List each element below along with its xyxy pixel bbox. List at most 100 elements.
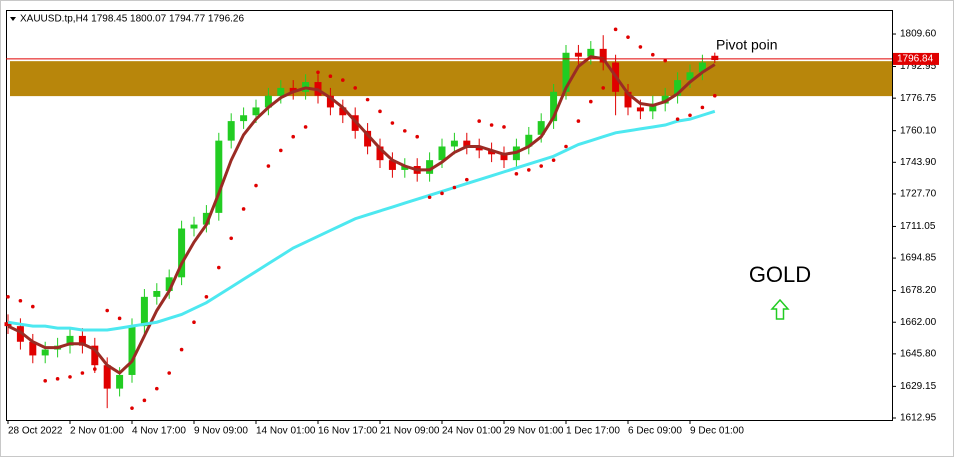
sar-dot xyxy=(31,304,35,309)
candle-body xyxy=(587,48,595,57)
candle-body xyxy=(240,115,248,122)
sar-dot xyxy=(279,148,283,153)
y-tick-label: 1727.70 xyxy=(900,189,937,200)
sar-dot xyxy=(43,379,47,383)
sar-dot xyxy=(167,371,171,375)
x-tick-label: 28 Oct 2022 xyxy=(8,426,63,437)
sar-dot xyxy=(341,78,345,82)
sar-dot xyxy=(68,375,72,379)
sar-dot xyxy=(390,121,395,125)
candle-body xyxy=(78,335,86,346)
x-tick-label: 16 Nov 17:00 xyxy=(318,426,378,437)
candle-body xyxy=(661,95,669,104)
candle-body xyxy=(190,224,198,229)
sar-dot xyxy=(465,177,469,182)
x-tick-label: 1 Dec 17:00 xyxy=(566,426,620,437)
candle-body xyxy=(525,134,533,147)
sar-dot xyxy=(514,172,519,176)
sar-dot xyxy=(539,164,543,168)
sar-dot xyxy=(576,119,581,123)
sar-dot xyxy=(365,97,370,102)
sar-dot xyxy=(638,45,643,49)
sar-dot xyxy=(378,109,382,114)
candle-body xyxy=(202,212,210,225)
price-label: 1796.84 xyxy=(897,54,934,65)
sar-dot xyxy=(192,320,196,325)
sar-dot xyxy=(18,298,23,303)
sar-dot xyxy=(651,52,655,57)
candle-body xyxy=(41,349,49,356)
candle-body xyxy=(649,103,657,112)
sar-dot xyxy=(440,191,444,196)
price-label-box xyxy=(893,52,939,65)
candle-body xyxy=(66,335,74,346)
sar-dot xyxy=(564,144,568,149)
y-tick-label: 1662.00 xyxy=(900,317,937,328)
candle-body xyxy=(624,91,632,108)
x-tick-label: 2 Nov 01:00 xyxy=(70,426,124,437)
sar-dot xyxy=(502,125,506,129)
candle-body xyxy=(227,121,235,141)
x-tick-label: 6 Dec 09:00 xyxy=(628,426,682,437)
y-tick-label: 1694.85 xyxy=(900,253,937,264)
sar-dot xyxy=(229,236,233,241)
sar-dot xyxy=(291,134,296,139)
dropdown-icon[interactable] xyxy=(10,17,16,21)
candle-body xyxy=(376,146,384,161)
x-tick-label: 14 Nov 01:00 xyxy=(256,426,316,437)
candle-body xyxy=(438,146,446,161)
annotation: Pivot poin xyxy=(716,37,777,53)
x-tick-label: 9 Nov 09:00 xyxy=(194,426,248,437)
candle-body xyxy=(277,87,285,96)
sar-dot xyxy=(80,371,85,375)
y-tick-label: 1809.60 xyxy=(900,29,937,40)
sar-dot xyxy=(6,295,10,299)
candle-body xyxy=(475,146,483,151)
candle-body xyxy=(128,326,136,375)
sar-dot xyxy=(477,119,482,123)
x-tick-label: 21 Nov 09:00 xyxy=(380,426,440,437)
sar-dot xyxy=(266,164,271,168)
candle-body xyxy=(500,154,508,161)
candle-body xyxy=(326,95,334,108)
sar-dot xyxy=(241,207,246,211)
candle-body xyxy=(426,160,434,174)
y-tick-label: 1711.05 xyxy=(900,221,936,232)
candle-body xyxy=(550,91,558,122)
chart-title: XAUUSD.tp,H4 1798.45 1800.07 1794.77 179… xyxy=(20,14,244,25)
candle-body xyxy=(264,95,272,108)
candle-body xyxy=(686,72,694,81)
candle-body xyxy=(153,290,161,297)
candle-body xyxy=(4,322,12,327)
candle-body xyxy=(636,107,644,112)
sar-dot xyxy=(675,117,680,121)
sar-dot xyxy=(452,185,457,190)
candle-body xyxy=(116,374,124,389)
candle-body xyxy=(711,55,719,61)
y-tick-label: 1743.90 xyxy=(900,157,937,168)
sar-dot xyxy=(142,398,147,403)
y-tick-label: 1776.75 xyxy=(900,93,937,104)
sar-dot xyxy=(527,168,531,172)
candle-body xyxy=(103,365,111,389)
candle-body xyxy=(388,160,396,170)
sar-dot xyxy=(415,134,420,139)
candle-body xyxy=(16,326,24,342)
candle-body xyxy=(339,107,347,116)
candle-body xyxy=(537,121,545,135)
x-tick-label: 24 Nov 01:00 xyxy=(442,426,502,437)
sar-dot xyxy=(179,347,184,352)
sar-dot xyxy=(403,129,407,133)
y-tick-label: 1678.20 xyxy=(900,285,937,296)
y-tick-label: 1792.95 xyxy=(900,61,937,72)
candle-body xyxy=(401,166,409,170)
y-tick-label: 1645.80 xyxy=(900,349,937,360)
annotation: GOLD xyxy=(749,262,811,287)
candle-body xyxy=(574,52,582,57)
candle-body xyxy=(364,130,372,147)
candle-body xyxy=(450,140,458,147)
x-tick-label: 29 Nov 01:00 xyxy=(504,426,564,437)
sar-dot xyxy=(427,195,432,200)
sar-dot xyxy=(353,86,358,90)
